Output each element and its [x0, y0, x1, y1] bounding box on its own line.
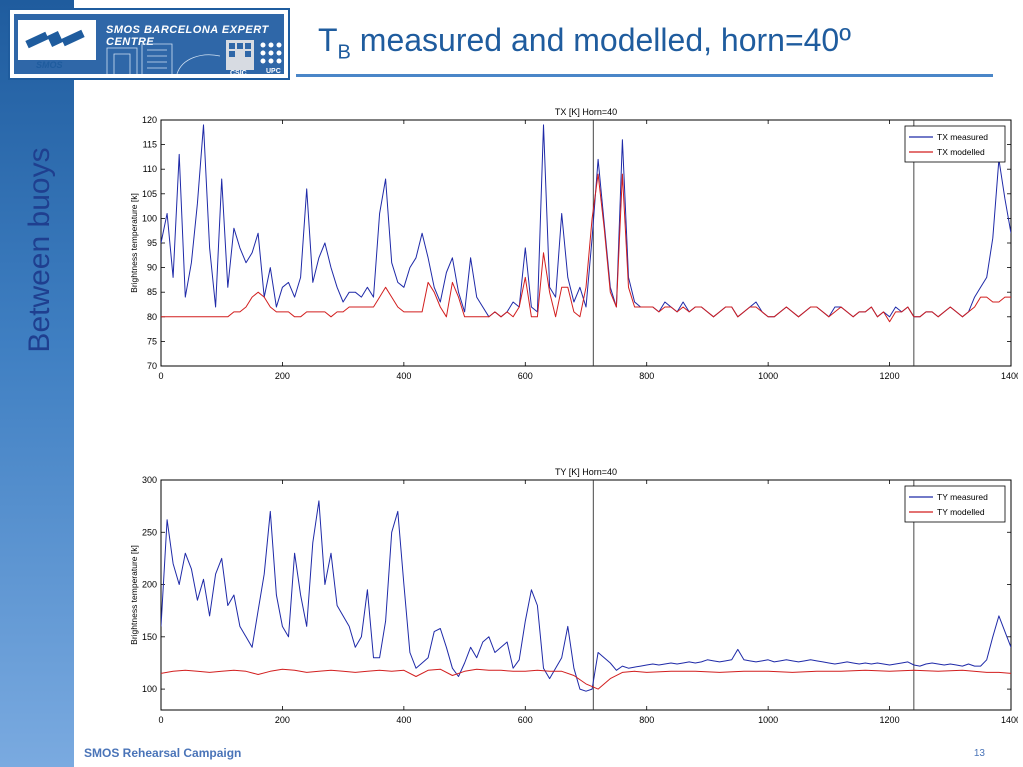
- y-axis-label: Brightness temperature [k]: [129, 545, 139, 645]
- x-tick-label: 400: [396, 715, 411, 725]
- y-tick-label: 150: [142, 632, 157, 642]
- x-tick-label: 1400: [1001, 371, 1018, 381]
- title-rest: measured and modelled, horn=40º: [350, 22, 851, 58]
- side-label: Between buoys: [23, 147, 56, 353]
- legend-label: TY measured: [937, 492, 988, 502]
- plot-area: [160, 479, 1012, 711]
- legend: TY measured TY modelled: [904, 485, 1006, 523]
- x-tick-label: 0: [158, 715, 163, 725]
- y-tick-label: 95: [147, 238, 157, 248]
- y-tick-label: 90: [147, 263, 157, 273]
- x-tick-label: 1200: [880, 371, 900, 381]
- y-tick-label: 80: [147, 312, 157, 322]
- x-tick-label: 600: [518, 371, 533, 381]
- x-tick-label: 400: [396, 371, 411, 381]
- legend-label: TX modelled: [937, 147, 985, 157]
- logo-csic-text: CSIC: [230, 70, 247, 77]
- chart-title: TY [K] Horn=40: [555, 467, 617, 477]
- legend-label: TX measured: [937, 132, 988, 142]
- x-tick-label: 1200: [880, 715, 900, 725]
- csic-logo-icon: [226, 40, 254, 70]
- y-tick-label: 115: [143, 140, 157, 150]
- y-tick-label: 105: [142, 189, 157, 199]
- x-tick-label: 200: [275, 371, 290, 381]
- x-tick-label: 1000: [758, 715, 778, 725]
- y-tick-label: 100: [142, 213, 157, 223]
- y-tick-label: 100: [142, 684, 157, 694]
- y-axis-label: Brightness temperature [k]: [129, 193, 139, 293]
- x-tick-label: 800: [639, 715, 654, 725]
- building-illustration: [106, 43, 221, 74]
- legend-box: [904, 125, 1006, 163]
- x-tick-label: 800: [639, 371, 654, 381]
- series-line: [161, 668, 1011, 690]
- legend: TX measured TX modelled: [904, 125, 1006, 163]
- x-tick-label: 1000: [758, 371, 778, 381]
- title-underline: [296, 74, 993, 77]
- plot-area: [160, 119, 1012, 367]
- legend-box: [904, 485, 1006, 523]
- smos-bec-logo: SMOS SMOS BARCELONA EXPERT CENTRE CSIC U…: [8, 8, 290, 80]
- series-line: [161, 173, 1011, 323]
- series-line: [161, 500, 1011, 692]
- page-number: 13: [973, 748, 985, 759]
- satellite-icon: [18, 20, 96, 60]
- upc-logo-icon: [260, 42, 282, 64]
- y-tick-label: 85: [147, 287, 157, 297]
- x-tick-label: 0: [158, 371, 163, 381]
- page-title: TB measured and modelled, horn=40º: [318, 22, 851, 64]
- logo-upc-text: UPC: [266, 68, 281, 75]
- y-tick-label: 200: [142, 580, 157, 590]
- title-subscript: B: [337, 41, 351, 64]
- title-prefix: T: [318, 22, 338, 58]
- y-tick-label: 250: [142, 527, 157, 537]
- x-tick-label: 1400: [1001, 715, 1018, 725]
- footer-label: SMOS Rehearsal Campaign: [84, 746, 242, 760]
- ty-chart: TY [K] Horn=40 Brightness temperature [k]…: [129, 467, 1018, 725]
- tx-chart: TX [K] Horn=40 Brightness temperature [k]…: [129, 107, 1018, 381]
- sidebar-band: [0, 0, 74, 767]
- y-tick-label: 70: [147, 361, 157, 371]
- y-tick-label: 75: [147, 336, 157, 346]
- y-tick-label: 300: [142, 475, 157, 485]
- logo-smos-text: SMOS: [36, 60, 63, 70]
- chart-title: TX [K] Horn=40: [555, 107, 617, 117]
- legend-label: TY modelled: [937, 507, 985, 517]
- x-tick-label: 600: [518, 715, 533, 725]
- x-tick-label: 200: [275, 715, 290, 725]
- y-tick-label: 120: [142, 115, 157, 125]
- y-tick-label: 110: [143, 164, 157, 174]
